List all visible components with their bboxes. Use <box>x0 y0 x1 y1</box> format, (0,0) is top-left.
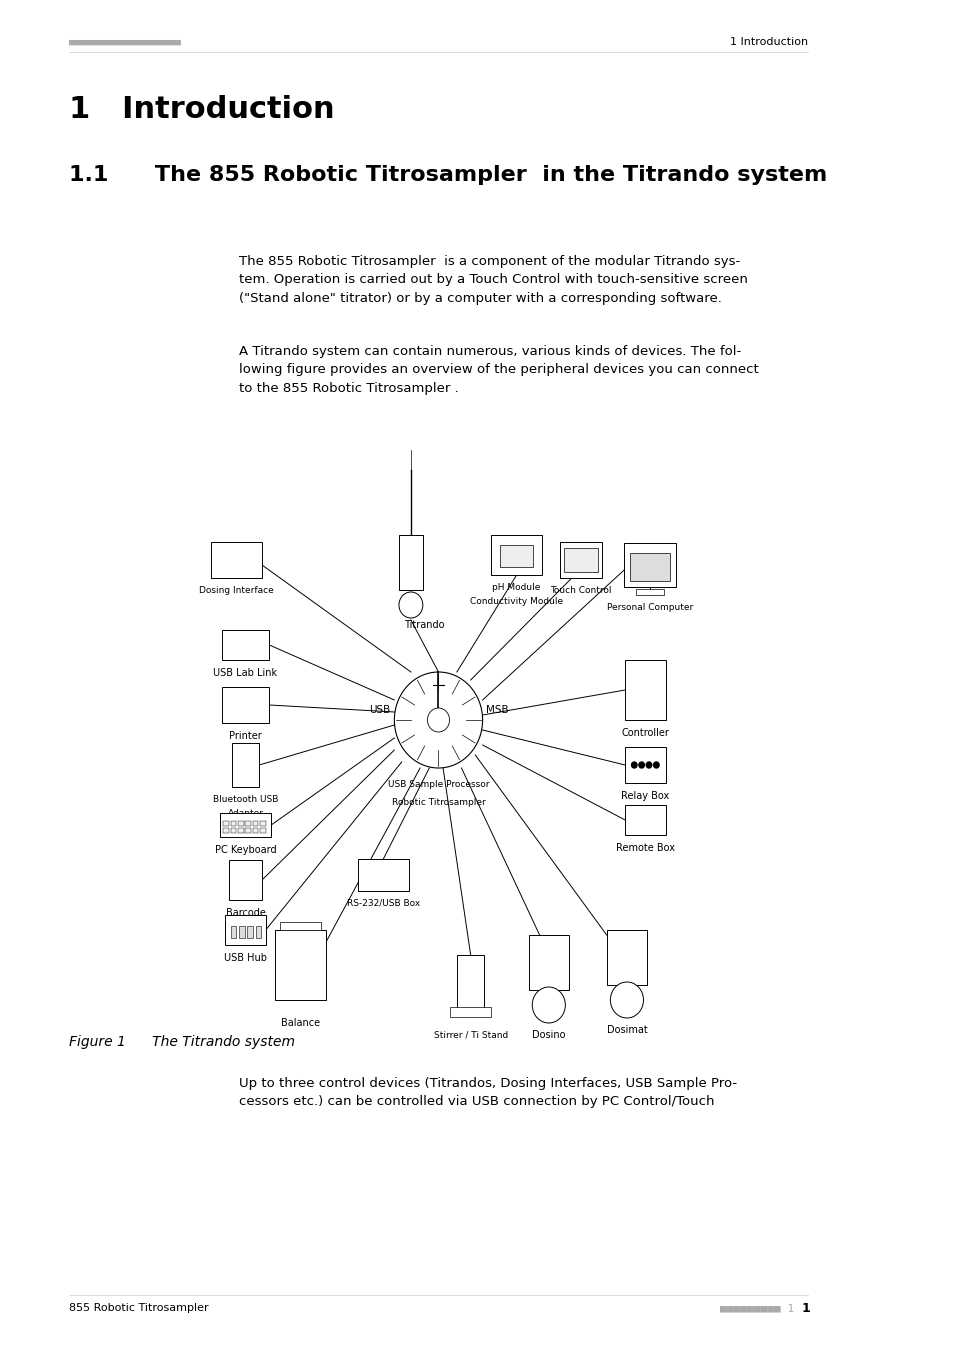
Bar <box>564 548 597 572</box>
Text: Robotic Titrosampler: Robotic Titrosampler <box>391 798 485 807</box>
Circle shape <box>610 981 643 1018</box>
Bar <box>253 828 258 833</box>
Bar <box>280 922 320 930</box>
Bar <box>528 936 568 990</box>
Text: 1: 1 <box>801 1301 809 1315</box>
Bar <box>559 541 601 578</box>
Text: A Titrando system can contain numerous, various kinds of devices. The fol-
lowin: A Titrando system can contain numerous, … <box>239 346 758 396</box>
Bar <box>245 828 251 833</box>
Circle shape <box>398 593 422 618</box>
Bar <box>398 535 422 590</box>
Circle shape <box>645 761 651 768</box>
Circle shape <box>639 761 643 768</box>
Bar <box>221 687 269 724</box>
Bar <box>225 915 265 945</box>
Bar <box>624 747 665 783</box>
Text: USB Sample Processor: USB Sample Processor <box>387 780 489 788</box>
Text: 1   Introduction: 1 Introduction <box>69 95 335 124</box>
Bar <box>229 860 262 900</box>
Text: Personal Computer: Personal Computer <box>606 603 692 612</box>
Text: USB: USB <box>369 705 391 716</box>
Bar <box>238 821 243 826</box>
Circle shape <box>394 672 482 768</box>
Circle shape <box>532 987 565 1023</box>
Bar <box>606 930 646 986</box>
Bar <box>636 589 663 595</box>
Text: Dosimat: Dosimat <box>606 1025 647 1035</box>
Text: Dosino: Dosino <box>532 1030 565 1040</box>
Bar <box>219 813 271 837</box>
Text: Barcode: Barcode <box>225 909 265 918</box>
Bar <box>450 1007 491 1017</box>
Text: Dosing Interface: Dosing Interface <box>198 586 274 595</box>
Bar <box>624 660 665 720</box>
Text: 1 Introduction: 1 Introduction <box>729 36 807 47</box>
Text: Titrando: Titrando <box>404 620 444 630</box>
Circle shape <box>427 707 449 732</box>
Bar <box>245 821 251 826</box>
Text: RS-232/USB Box: RS-232/USB Box <box>346 899 419 909</box>
Circle shape <box>631 761 637 768</box>
Text: Bluetooth USB: Bluetooth USB <box>213 795 278 805</box>
Bar <box>624 805 665 836</box>
Bar <box>238 828 243 833</box>
Text: Relay Box: Relay Box <box>620 791 669 801</box>
Bar <box>255 926 261 938</box>
Text: Up to three control devices (Titrandos, Dosing Interfaces, USB Sample Pro-
cesso: Up to three control devices (Titrandos, … <box>239 1077 737 1108</box>
Bar <box>231 828 236 833</box>
Bar <box>231 821 236 826</box>
Text: Conductivity Module: Conductivity Module <box>470 597 562 606</box>
Bar <box>223 828 229 833</box>
Bar <box>274 930 326 1000</box>
Text: Printer: Printer <box>229 730 261 741</box>
Text: Adapter: Adapter <box>227 809 263 818</box>
Text: Reader: Reader <box>228 922 262 931</box>
Text: 855 Robotic Titrosampler: 855 Robotic Titrosampler <box>69 1303 209 1314</box>
Circle shape <box>653 761 659 768</box>
Bar <box>211 541 262 578</box>
Text: USB Hub: USB Hub <box>224 953 267 963</box>
Text: USB Lab Link: USB Lab Link <box>213 668 277 678</box>
Bar <box>456 954 484 1010</box>
Bar <box>231 926 236 938</box>
Bar <box>357 859 409 891</box>
Text: ■■■■■■■■■■■■■■■■■■■■■: ■■■■■■■■■■■■■■■■■■■■■ <box>69 38 182 46</box>
Bar <box>232 743 259 787</box>
Text: Controller: Controller <box>620 728 669 738</box>
Text: Touch Control: Touch Control <box>550 586 611 595</box>
Bar <box>247 926 253 938</box>
Bar <box>623 543 675 587</box>
Bar <box>491 535 542 575</box>
Text: Figure 1      The Titrando system: Figure 1 The Titrando system <box>69 1035 294 1049</box>
Text: 1.1      The 855 Robotic Titrosampler  in the Titrando system: 1.1 The 855 Robotic Titrosampler in the … <box>69 165 826 185</box>
Bar <box>499 545 533 567</box>
Text: Balance: Balance <box>281 1018 320 1027</box>
Text: PC Keyboard: PC Keyboard <box>214 845 276 855</box>
Bar <box>260 828 265 833</box>
Bar <box>223 821 229 826</box>
Bar <box>260 821 265 826</box>
Text: The 855 Robotic Titrosampler  is a component of the modular Titrando sys-
tem. O: The 855 Robotic Titrosampler is a compon… <box>239 255 747 305</box>
Bar <box>221 630 269 660</box>
Text: Stirrer / Ti Stand: Stirrer / Ti Stand <box>433 1030 507 1040</box>
Bar <box>239 926 244 938</box>
Text: Remote Box: Remote Box <box>616 842 674 853</box>
Text: MSB: MSB <box>486 705 508 716</box>
Text: ■■■■■■■■■ 1: ■■■■■■■■■ 1 <box>720 1303 794 1314</box>
Bar <box>253 821 258 826</box>
Bar <box>629 554 669 580</box>
Text: pH Module: pH Module <box>492 583 540 593</box>
